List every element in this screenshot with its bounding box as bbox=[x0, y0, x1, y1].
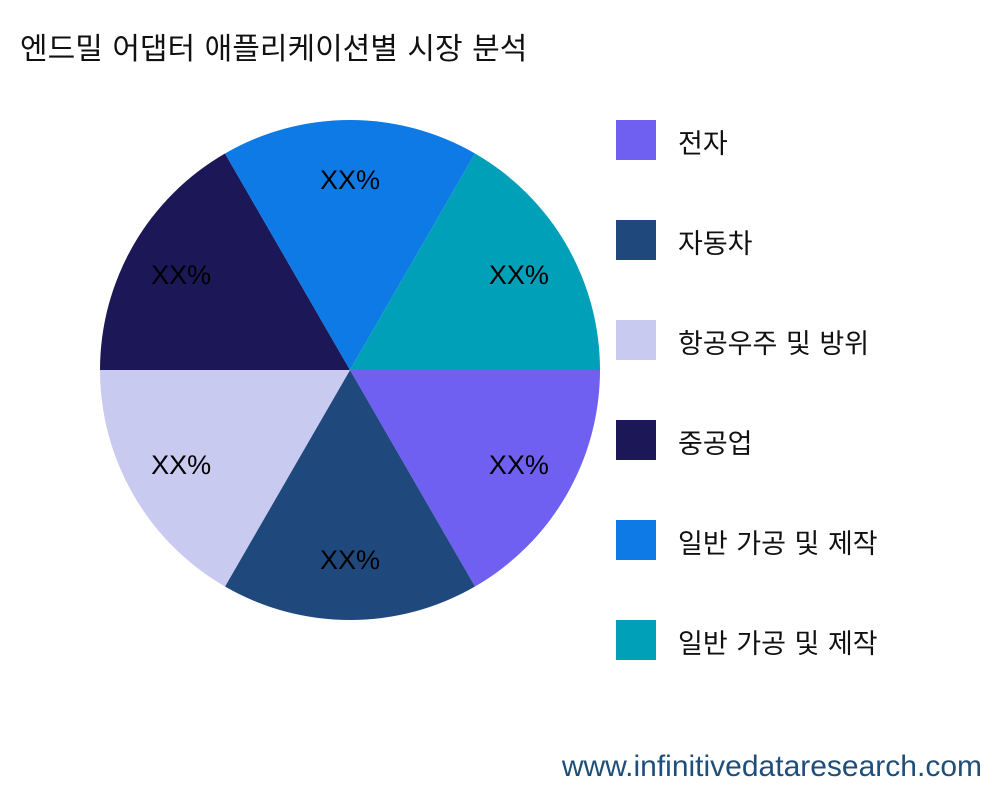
data-label: XX% bbox=[151, 450, 211, 480]
legend-item: 일반 가공 및 제작 bbox=[616, 520, 976, 560]
watermark: www.infinitivedataresearch.com bbox=[561, 750, 982, 783]
legend-item: 일반 가공 및 제작 bbox=[616, 620, 976, 660]
data-label: XX% bbox=[489, 450, 549, 480]
data-label: XX% bbox=[320, 545, 380, 575]
legend-swatch bbox=[616, 320, 656, 360]
legend-label: 일반 가공 및 제작 bbox=[678, 629, 878, 660]
legend-item: 자동차 bbox=[616, 220, 976, 260]
pie-slice bbox=[225, 119, 475, 370]
pie-slice bbox=[350, 153, 600, 370]
data-label: XX% bbox=[320, 165, 380, 195]
legend-label: 일반 가공 및 제작 bbox=[678, 529, 878, 560]
data-label: XX% bbox=[151, 260, 211, 290]
chart-title: 엔드밀 어댑터 애플리케이션별 시장 분석 bbox=[20, 32, 528, 67]
legend-item: 중공업 bbox=[616, 420, 976, 460]
legend-label: 중공업 bbox=[678, 429, 753, 460]
legend-item: 항공우주 및 방위 bbox=[616, 320, 976, 360]
legend-label: 자동차 bbox=[678, 229, 753, 260]
pie-slice bbox=[225, 370, 475, 620]
pie-slice bbox=[100, 370, 350, 587]
pie-slice bbox=[350, 370, 600, 587]
legend-swatch bbox=[616, 120, 656, 160]
legend-swatch bbox=[616, 620, 656, 660]
legend-swatch bbox=[616, 420, 656, 460]
pie-slice bbox=[100, 153, 350, 370]
legend-item: 전자 bbox=[616, 120, 976, 160]
legend-label: 항공우주 및 방위 bbox=[678, 329, 870, 360]
data-label: XX% bbox=[489, 260, 549, 290]
legend-swatch bbox=[616, 220, 656, 260]
legend-swatch bbox=[616, 520, 656, 560]
legend-label: 전자 bbox=[678, 129, 728, 160]
